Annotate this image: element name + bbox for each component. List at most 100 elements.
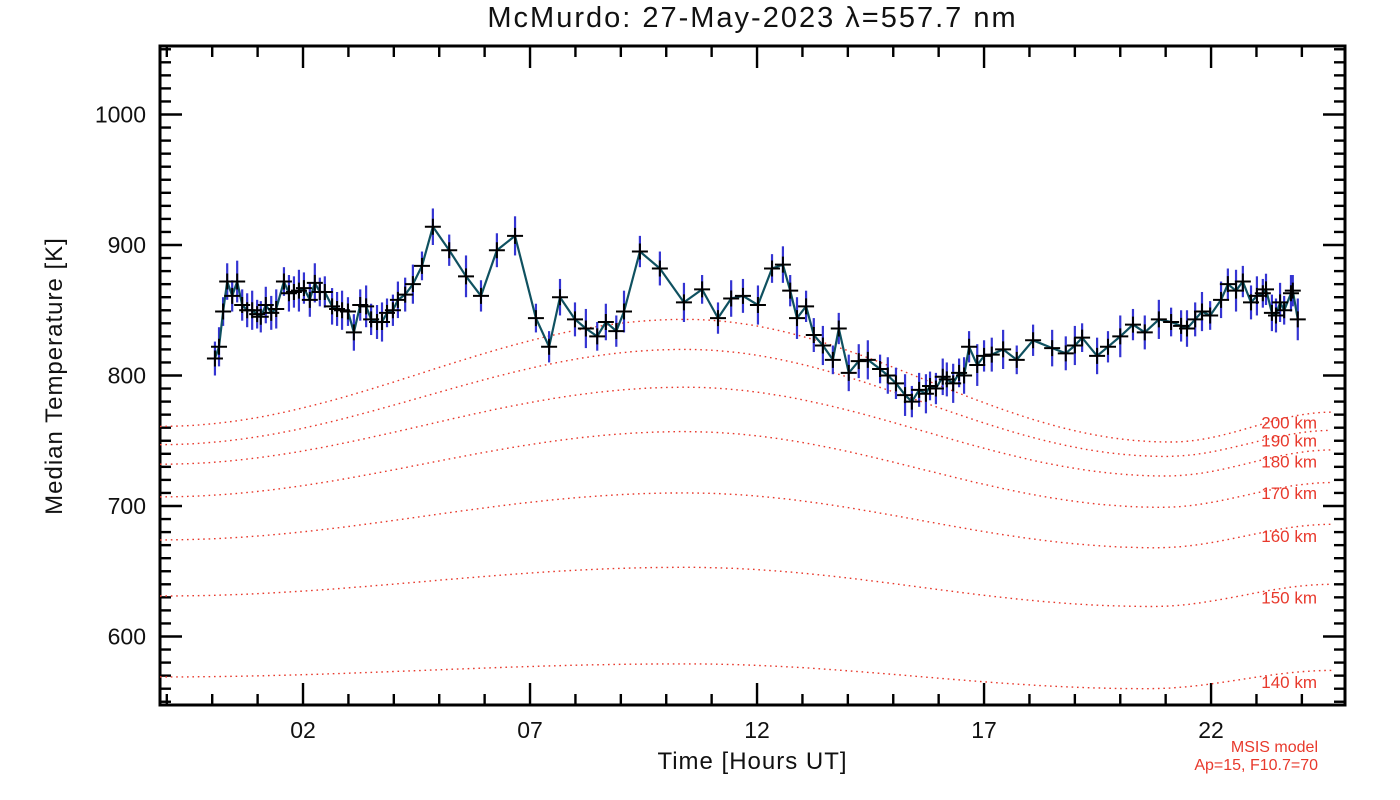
y-tick-label: 600 — [108, 623, 146, 649]
plus-marker — [507, 227, 524, 244]
msis-model-annotation-line2: Ap=15, F10.7=70 — [1194, 756, 1318, 774]
plus-marker — [1282, 285, 1299, 302]
plus-marker — [316, 283, 333, 300]
x-axis-label: Time [Hours UT] — [657, 748, 848, 775]
plus-marker — [249, 306, 266, 323]
plus-marker — [961, 338, 978, 355]
msis-curve-160km — [160, 492, 1332, 549]
plus-marker — [805, 327, 822, 344]
plus-marker — [1254, 285, 1271, 302]
plus-marker — [814, 337, 831, 354]
plus-marker — [903, 393, 920, 410]
plus-marker — [840, 364, 857, 381]
msis-model-curves — [159, 318, 1332, 690]
plus-marker — [879, 367, 896, 384]
plus-marker — [1136, 324, 1153, 341]
plus-marker — [830, 320, 847, 337]
plus-marker — [897, 387, 914, 404]
plus-marker — [694, 281, 711, 298]
data-markers — [206, 218, 1306, 410]
plus-marker — [413, 257, 430, 274]
plus-marker — [764, 260, 781, 277]
plus-marker — [206, 350, 223, 367]
plus-marker — [927, 380, 944, 397]
altitude-label: 170 km — [1261, 484, 1317, 503]
plus-marker — [788, 310, 805, 327]
y-axis-label: Median Temperature [K] — [41, 237, 68, 515]
plus-marker — [295, 280, 312, 297]
plus-marker — [1258, 281, 1274, 298]
plus-marker — [1213, 291, 1230, 308]
plus-marker — [1202, 307, 1219, 324]
plus-marker — [374, 313, 391, 330]
plus-marker — [597, 313, 614, 330]
plus-marker — [458, 268, 475, 285]
x-tick-label: 12 — [744, 717, 770, 743]
plus-marker — [749, 297, 766, 314]
msis-model-annotation-line1: MSIS model — [1230, 739, 1318, 756]
plus-marker — [1193, 303, 1210, 320]
plus-marker — [275, 273, 292, 290]
x-tick-label: 02 — [290, 717, 316, 743]
plus-marker — [1219, 276, 1236, 293]
msis-curve-190km — [159, 348, 1332, 458]
plus-marker — [541, 338, 558, 355]
plus-marker — [995, 341, 1012, 358]
plus-marker — [404, 276, 421, 293]
x-tick-label: 07 — [517, 717, 543, 743]
plus-marker — [215, 303, 232, 320]
plus-marker — [551, 289, 568, 306]
plus-marker — [675, 294, 692, 311]
y-tick-label: 700 — [108, 493, 146, 519]
plus-marker — [1044, 340, 1061, 357]
msis-model-annotation: MSIS model Ap=15, F10.7=70 — [1194, 739, 1318, 775]
plus-marker — [824, 351, 841, 368]
y-tick-label: 900 — [108, 232, 146, 258]
plus-marker — [472, 287, 489, 304]
plus-marker — [488, 242, 505, 259]
plus-marker — [911, 381, 928, 398]
altitude-label: 200 km — [1261, 413, 1317, 432]
plus-marker — [774, 256, 791, 273]
plus-marker — [934, 368, 951, 385]
altitude-label: 140 km — [1261, 673, 1317, 692]
plus-marker — [608, 323, 625, 340]
plus-marker — [616, 303, 633, 320]
plus-marker — [1267, 307, 1284, 324]
plus-marker — [229, 273, 246, 290]
plus-marker — [268, 300, 285, 317]
plus-marker — [211, 338, 228, 355]
plus-marker — [358, 298, 375, 315]
plus-marker — [252, 308, 269, 325]
x-tick-label: 22 — [1198, 717, 1224, 743]
plus-marker — [917, 385, 934, 402]
plus-marker — [224, 287, 241, 304]
plus-marker — [798, 298, 815, 315]
plus-marker — [1112, 328, 1129, 345]
plus-marker — [709, 310, 726, 327]
plus-marker — [1089, 347, 1106, 364]
y-tick-label: 1000 — [95, 102, 146, 128]
msis-curve-150km — [160, 566, 1332, 608]
axis-ticks — [160, 46, 1345, 705]
chart-title: McMurdo: 27-May-2023 λ=557.7 nm — [487, 2, 1018, 34]
altitude-label: 150 km — [1261, 588, 1317, 607]
plus-marker — [1284, 282, 1301, 299]
plus-marker — [397, 286, 414, 303]
plus-marker — [969, 357, 986, 374]
plus-marker — [301, 291, 318, 308]
error-bars — [213, 208, 1299, 418]
plus-marker — [1276, 302, 1293, 319]
plus-marker — [566, 311, 583, 328]
plus-marker — [306, 274, 323, 291]
plus-marker — [945, 375, 962, 392]
altitude-label: 190 km — [1261, 432, 1317, 451]
plus-marker — [887, 375, 904, 392]
plus-marker — [872, 360, 889, 377]
plus-marker — [1263, 304, 1280, 321]
plus-marker — [345, 324, 362, 341]
plus-marker — [1124, 316, 1141, 333]
plus-marker — [1228, 282, 1245, 299]
